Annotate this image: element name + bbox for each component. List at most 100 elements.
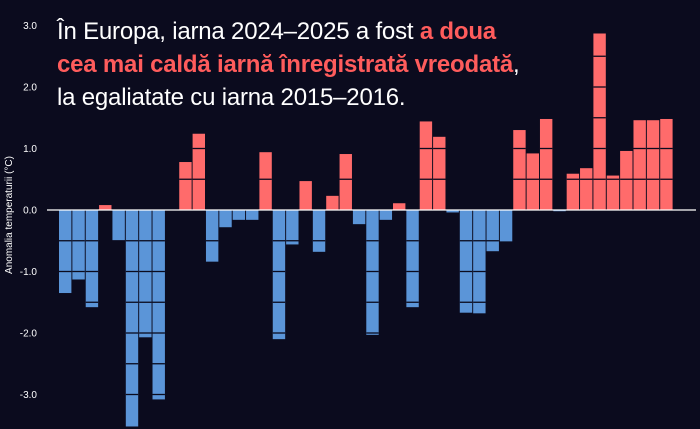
bar [352, 210, 366, 225]
bar [246, 210, 259, 220]
bar-rect [339, 154, 352, 210]
bar-rect [433, 136, 446, 210]
bar-rect [459, 210, 473, 313]
bar-rect [566, 173, 580, 210]
bar [580, 168, 593, 210]
bar-rect [59, 210, 72, 294]
bar-rect [473, 210, 486, 314]
bar-rect [179, 162, 192, 210]
headline-highlight: a doua cea mai caldă iarnă înregistrată … [57, 18, 514, 78]
bar-rect [553, 210, 566, 212]
bar-rect [660, 118, 673, 210]
bar [433, 136, 446, 210]
bar [326, 195, 339, 210]
bar [606, 175, 620, 210]
bar-rect [446, 210, 459, 213]
bar-rect [633, 120, 646, 210]
bar [99, 205, 112, 210]
headline-part1: În Europa, iarna 2024–2025 a fost [57, 18, 420, 45]
y-axis-ticks: 3.0 2.0 1.0 0.0 -1.0 -2.0 -3.0 [20, 21, 38, 401]
bar [646, 120, 660, 210]
bar [72, 210, 85, 280]
bar-rect [326, 195, 339, 210]
bar [312, 210, 326, 252]
y-axis-label: Anomalia temperaturii (°C) [4, 156, 15, 274]
bar-rect [152, 210, 165, 400]
bar [633, 120, 646, 210]
bar-rect [299, 181, 312, 210]
bar-rect [352, 210, 366, 225]
headline: În Europa, iarna 2024–2025 a fost a doua… [57, 15, 537, 114]
bar [526, 153, 539, 210]
y-tick-label: -1.0 [20, 267, 38, 278]
bar [152, 210, 165, 400]
bar [593, 33, 606, 210]
bar [499, 210, 513, 242]
bar-rect [620, 150, 633, 210]
bar [272, 210, 286, 340]
bar [473, 210, 486, 314]
bar [486, 210, 499, 252]
bar-rect [286, 210, 299, 245]
bar-rect [99, 205, 112, 210]
bar [620, 150, 633, 210]
bar-rect [419, 121, 433, 210]
bar [232, 210, 246, 220]
bar [59, 210, 72, 294]
y-tick-label: -3.0 [20, 390, 38, 401]
bar [419, 121, 433, 210]
bar-rect [139, 210, 152, 338]
bar [286, 210, 299, 245]
bar-rect [219, 210, 232, 228]
bar [513, 130, 526, 210]
bar [125, 210, 139, 427]
bar-rect [513, 130, 526, 210]
bar-rect [393, 203, 406, 210]
bar-rect [606, 175, 620, 210]
bar-rect [232, 210, 246, 220]
bars-group [59, 33, 673, 427]
bar-rect [125, 210, 139, 427]
bar [446, 210, 459, 213]
bar-rect [312, 210, 326, 252]
bar [379, 210, 393, 220]
bar [539, 118, 553, 210]
bar-rect [499, 210, 513, 242]
y-tick-label: 0.0 [23, 206, 37, 217]
bar-rect [486, 210, 499, 252]
bar [393, 203, 406, 210]
bar-rect [259, 152, 272, 210]
bar [339, 154, 352, 210]
bar-rect [246, 210, 259, 220]
bar [553, 210, 566, 212]
bar-rect [379, 210, 393, 220]
bar-rect [366, 210, 379, 335]
headline-part2: , la egaliatate cu iarna 2015–2016. [57, 51, 520, 111]
bar-rect [205, 210, 219, 262]
y-tick-label: -2.0 [20, 329, 38, 340]
bar [459, 210, 473, 313]
bar-rect [526, 153, 539, 210]
bar [406, 210, 419, 308]
bar [259, 152, 272, 210]
bar [299, 181, 312, 210]
bar [192, 133, 205, 210]
bar-rect [646, 120, 660, 210]
bar [112, 210, 125, 241]
y-tick-label: 2.0 [23, 83, 37, 94]
bar [366, 210, 379, 335]
bar-rect [593, 33, 606, 210]
y-tick-label: 1.0 [23, 144, 37, 155]
y-tick-label: 3.0 [23, 21, 37, 32]
bar-rect [72, 210, 85, 280]
bar [566, 173, 580, 210]
bar-rect [192, 133, 205, 210]
bar [205, 210, 219, 262]
bar-rect [406, 210, 419, 308]
bar [219, 210, 232, 228]
bar [179, 162, 192, 210]
bar-rect [112, 210, 125, 241]
bar [85, 210, 99, 308]
bar-rect [580, 168, 593, 210]
